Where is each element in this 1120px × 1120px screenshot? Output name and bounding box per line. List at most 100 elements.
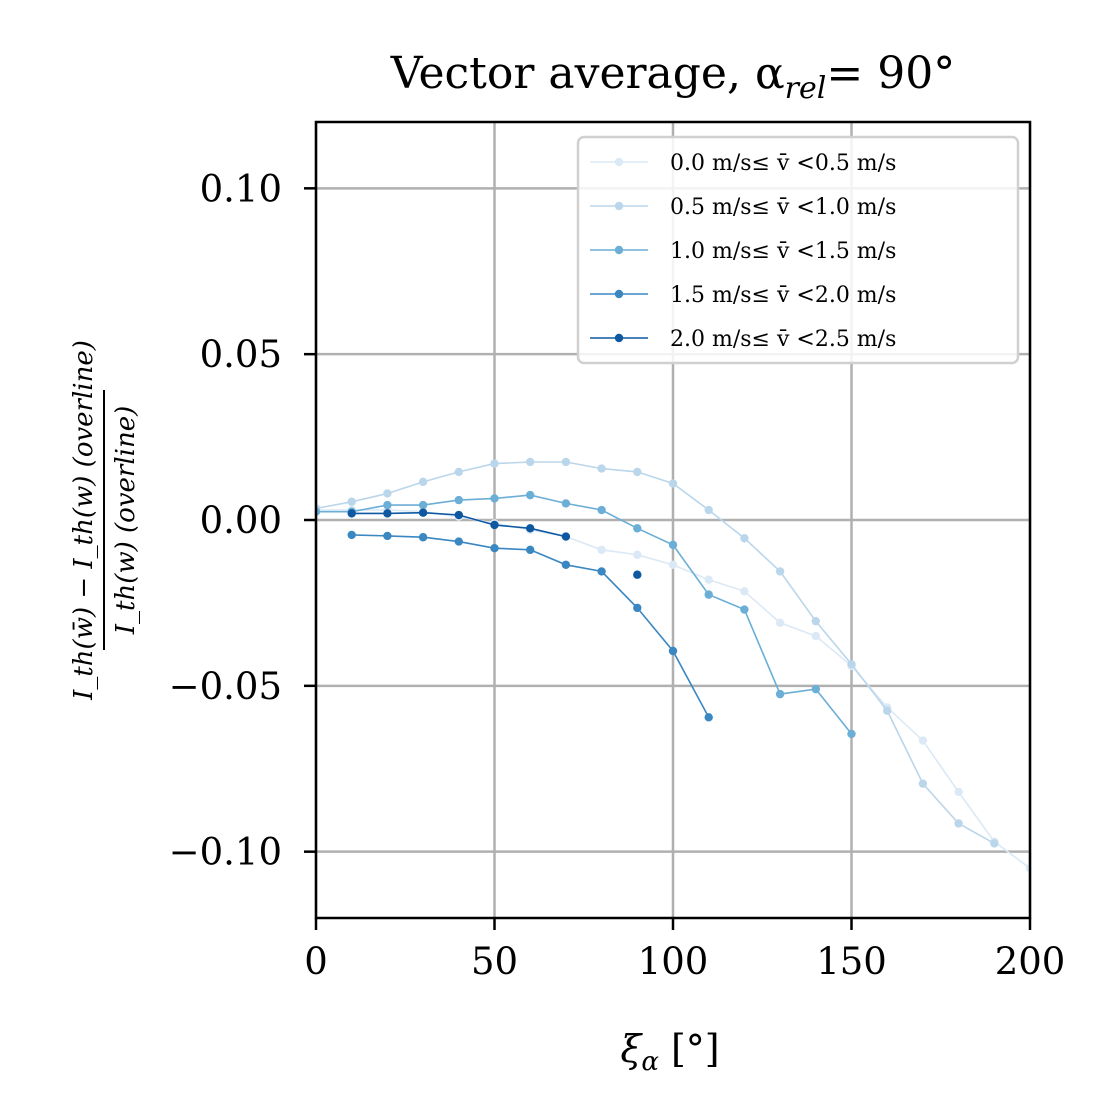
data-point	[633, 467, 642, 477]
data-point	[597, 545, 606, 555]
data-point	[704, 575, 713, 584]
data-point	[454, 495, 463, 505]
y-axis-label-denominator: I_th(w) (overline)	[111, 406, 141, 635]
legend-entry: 1.0 m/s≤ v̄ <1.5 m/s	[590, 239, 896, 264]
legend-swatch-marker	[614, 201, 624, 211]
data-point	[418, 477, 428, 487]
data-point	[561, 457, 571, 467]
data-point	[526, 545, 535, 555]
series-line	[316, 494, 853, 735]
legend-label: 0.0 m/s≤ v̄ <0.5 m/s	[670, 151, 896, 176]
data-point	[418, 500, 428, 510]
y-axis-label: I_th(w̄) − I_th(w) (overline) I_th(w) (o…	[69, 340, 141, 701]
data-point	[668, 646, 678, 656]
data-point	[490, 543, 499, 553]
data-point	[490, 520, 499, 530]
legend-label: 0.5 m/s≤ v̄ <1.0 m/s	[670, 195, 896, 220]
data-point	[740, 605, 749, 614]
series-layer	[316, 457, 1030, 873]
data-point	[704, 713, 713, 722]
legend-label: 2.0 m/s≤ v̄ <2.5 m/s	[670, 327, 896, 352]
data-point	[847, 660, 856, 669]
data-point	[383, 531, 392, 541]
series-line	[351, 534, 710, 718]
legend-swatch-marker	[614, 245, 624, 255]
data-point	[526, 524, 535, 533]
y-tick-label: −0.10	[169, 831, 282, 874]
data-point	[633, 570, 642, 579]
x-tick-label: 200	[995, 940, 1066, 983]
data-point	[597, 567, 606, 576]
x-tick-label: 150	[816, 940, 887, 983]
legend-label: 1.5 m/s≤ v̄ <2.0 m/s	[670, 283, 896, 308]
data-point	[526, 490, 535, 500]
data-point	[347, 530, 356, 540]
data-point	[383, 500, 392, 510]
data-point	[490, 494, 499, 503]
legend-swatch-marker	[614, 289, 624, 299]
legend-entry: 0.5 m/s≤ v̄ <1.0 m/s	[590, 195, 896, 220]
data-point	[418, 533, 428, 542]
data-point	[811, 616, 820, 626]
data-point	[633, 603, 642, 613]
data-point	[490, 459, 499, 468]
series-line	[316, 461, 995, 845]
data-point	[954, 787, 963, 797]
legend-entry: 2.0 m/s≤ v̄ <2.5 m/s	[590, 327, 896, 352]
data-point	[883, 706, 892, 715]
y-tick-label: −0.05	[169, 665, 282, 708]
data-point	[775, 567, 785, 576]
data-point	[704, 590, 713, 599]
plot-area	[316, 457, 1030, 873]
data-point	[383, 489, 392, 498]
data-point	[740, 534, 749, 543]
data-point	[990, 839, 999, 848]
legend-entry: 0.0 m/s≤ v̄ <0.5 m/s	[590, 151, 896, 176]
data-point	[561, 532, 571, 541]
x-tick-label: 100	[638, 940, 709, 983]
data-point	[347, 509, 356, 518]
data-point	[633, 550, 642, 560]
data-point	[954, 819, 963, 828]
legend-swatch-marker	[614, 333, 624, 343]
x-tick-label: 50	[471, 940, 518, 983]
data-point	[383, 509, 392, 518]
data-point	[668, 479, 678, 488]
data-point	[418, 508, 428, 517]
data-point	[347, 497, 356, 506]
x-axis-label: ξα [°]	[620, 1027, 719, 1077]
data-point	[561, 560, 571, 569]
legend-entry: 1.5 m/s≤ v̄ <2.0 m/s	[590, 283, 896, 308]
chart-title: Vector average, αrel= 90°	[390, 48, 955, 106]
data-point	[454, 537, 463, 546]
data-point	[454, 510, 463, 520]
series-3	[347, 530, 713, 722]
y-tick-label: 0.00	[200, 499, 282, 542]
series-2	[316, 490, 856, 739]
series-4	[347, 508, 642, 579]
data-point	[740, 587, 749, 596]
legend: 0.0 m/s≤ v̄ <0.5 m/s 0.5 m/s≤ v̄ <1.0 m/s…	[576, 135, 1020, 365]
ticks: 0 50 100 150 200 0.10 0.05 0.00 −0.05 −0.10	[169, 167, 1066, 983]
data-point	[526, 457, 535, 467]
data-point	[918, 736, 928, 745]
data-point	[633, 524, 642, 533]
data-point	[918, 779, 928, 788]
y-axis-label-numerator: I_th(w̄) − I_th(w) (overline)	[69, 340, 99, 701]
data-point	[597, 464, 606, 473]
series-1	[316, 457, 999, 848]
y-tick-label: 0.05	[200, 333, 282, 376]
data-point	[561, 499, 571, 508]
legend-label: 1.0 m/s≤ v̄ <1.5 m/s	[670, 239, 896, 264]
y-tick-label: 0.10	[200, 167, 282, 210]
data-point	[811, 684, 820, 694]
data-point	[775, 689, 785, 699]
data-point	[775, 618, 785, 628]
x-tick-label: 0	[304, 940, 328, 983]
legend-box	[576, 135, 1020, 365]
data-point	[668, 540, 678, 550]
data-point	[454, 467, 463, 477]
data-point	[811, 631, 820, 641]
legend-swatch-marker	[614, 157, 624, 167]
